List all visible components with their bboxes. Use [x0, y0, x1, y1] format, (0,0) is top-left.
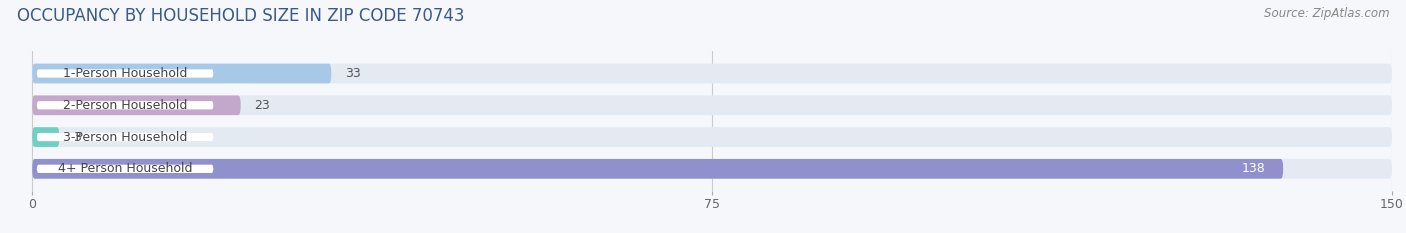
Text: 138: 138 [1241, 162, 1265, 175]
FancyBboxPatch shape [37, 101, 214, 110]
Text: OCCUPANCY BY HOUSEHOLD SIZE IN ZIP CODE 70743: OCCUPANCY BY HOUSEHOLD SIZE IN ZIP CODE … [17, 7, 464, 25]
FancyBboxPatch shape [32, 64, 1392, 83]
Text: 23: 23 [254, 99, 270, 112]
FancyBboxPatch shape [32, 127, 59, 147]
FancyBboxPatch shape [37, 69, 214, 78]
Text: 1-Person Household: 1-Person Household [63, 67, 187, 80]
FancyBboxPatch shape [32, 159, 1284, 179]
FancyBboxPatch shape [32, 159, 1392, 179]
FancyBboxPatch shape [32, 127, 1392, 147]
Text: Source: ZipAtlas.com: Source: ZipAtlas.com [1264, 7, 1389, 20]
FancyBboxPatch shape [37, 165, 214, 173]
FancyBboxPatch shape [32, 96, 1392, 115]
Text: 33: 33 [344, 67, 361, 80]
FancyBboxPatch shape [32, 64, 332, 83]
Text: 4+ Person Household: 4+ Person Household [58, 162, 193, 175]
Text: 2-Person Household: 2-Person Household [63, 99, 187, 112]
Text: 3-Person Household: 3-Person Household [63, 130, 187, 144]
FancyBboxPatch shape [37, 133, 214, 141]
Text: 3: 3 [73, 130, 82, 144]
FancyBboxPatch shape [32, 96, 240, 115]
